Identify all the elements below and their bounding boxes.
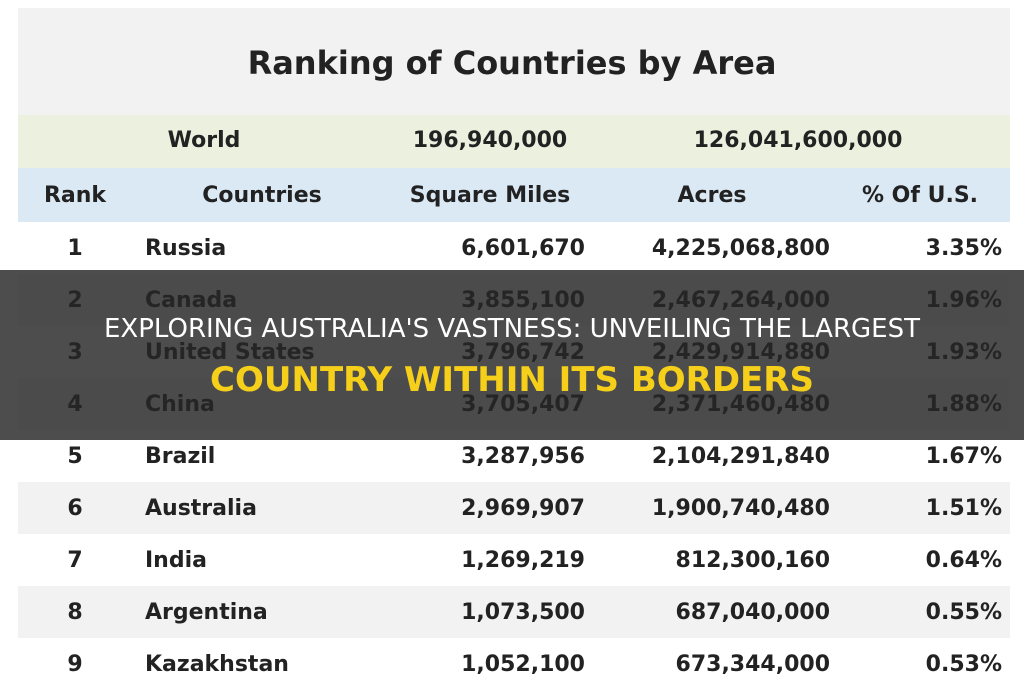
- world-cell: 196,940,000: [412, 128, 568, 153]
- header-cell: Rank: [43, 183, 107, 208]
- table-cell: 7: [67, 548, 83, 573]
- header-cell: Acres: [677, 183, 747, 208]
- table-cell: 1,052,100: [461, 652, 585, 677]
- table-cell: 812,300,160: [675, 548, 830, 573]
- table-cell: 4,225,068,800: [651, 236, 830, 261]
- overlay-band: [0, 270, 1024, 440]
- table-cell: 1.51%: [925, 496, 1002, 521]
- table-cell: 3,287,956: [461, 444, 585, 469]
- table-cell: 8: [67, 600, 83, 625]
- row-band: [18, 482, 1010, 534]
- table-cell: 1.67%: [925, 444, 1002, 469]
- table-cell: 6,601,670: [461, 236, 585, 261]
- table-cell: 3.35%: [925, 236, 1002, 261]
- table-title: Ranking of Countries by Area: [247, 44, 777, 82]
- table-cell: 9: [67, 652, 83, 677]
- header-cell: Countries: [202, 183, 322, 208]
- table-cell: India: [145, 548, 207, 573]
- table-cell: Australia: [145, 496, 257, 521]
- table-cell: 673,344,000: [675, 652, 830, 677]
- world-cell: 126,041,600,000: [693, 128, 903, 153]
- overlay-line: EXPLORING AUSTRALIA'S VASTNESS: UNVEILIN…: [104, 314, 920, 344]
- table-cell: 2,969,907: [461, 496, 585, 521]
- table-cell: 2,104,291,840: [651, 444, 830, 469]
- world-cell: World: [167, 128, 241, 153]
- header-band: [18, 168, 1010, 222]
- world-band: [18, 115, 1010, 168]
- table-cell: 6: [67, 496, 83, 521]
- table-cell: 0.53%: [925, 652, 1002, 677]
- table-cell: 5: [67, 444, 83, 469]
- table-cell: Argentina: [145, 600, 268, 625]
- row-band: [18, 586, 1010, 638]
- table-cell: Russia: [145, 236, 227, 261]
- table-cell: 1: [67, 236, 83, 261]
- table-cell: 0.55%: [925, 600, 1002, 625]
- table-cell: 687,040,000: [675, 600, 830, 625]
- table-cell: 1,900,740,480: [651, 496, 830, 521]
- table-cell: 1,269,219: [461, 548, 585, 573]
- overlay-line: COUNTRY WITHIN ITS BORDERS: [210, 360, 814, 400]
- table-cell: Brazil: [145, 444, 216, 469]
- header-cell: Square Miles: [409, 183, 571, 208]
- table-cell: Kazakhstan: [145, 652, 289, 677]
- header-cell: % Of U.S.: [861, 183, 979, 208]
- table-cell: 1,073,500: [461, 600, 585, 625]
- title-band: [18, 8, 1010, 115]
- table-cell: 0.64%: [925, 548, 1002, 573]
